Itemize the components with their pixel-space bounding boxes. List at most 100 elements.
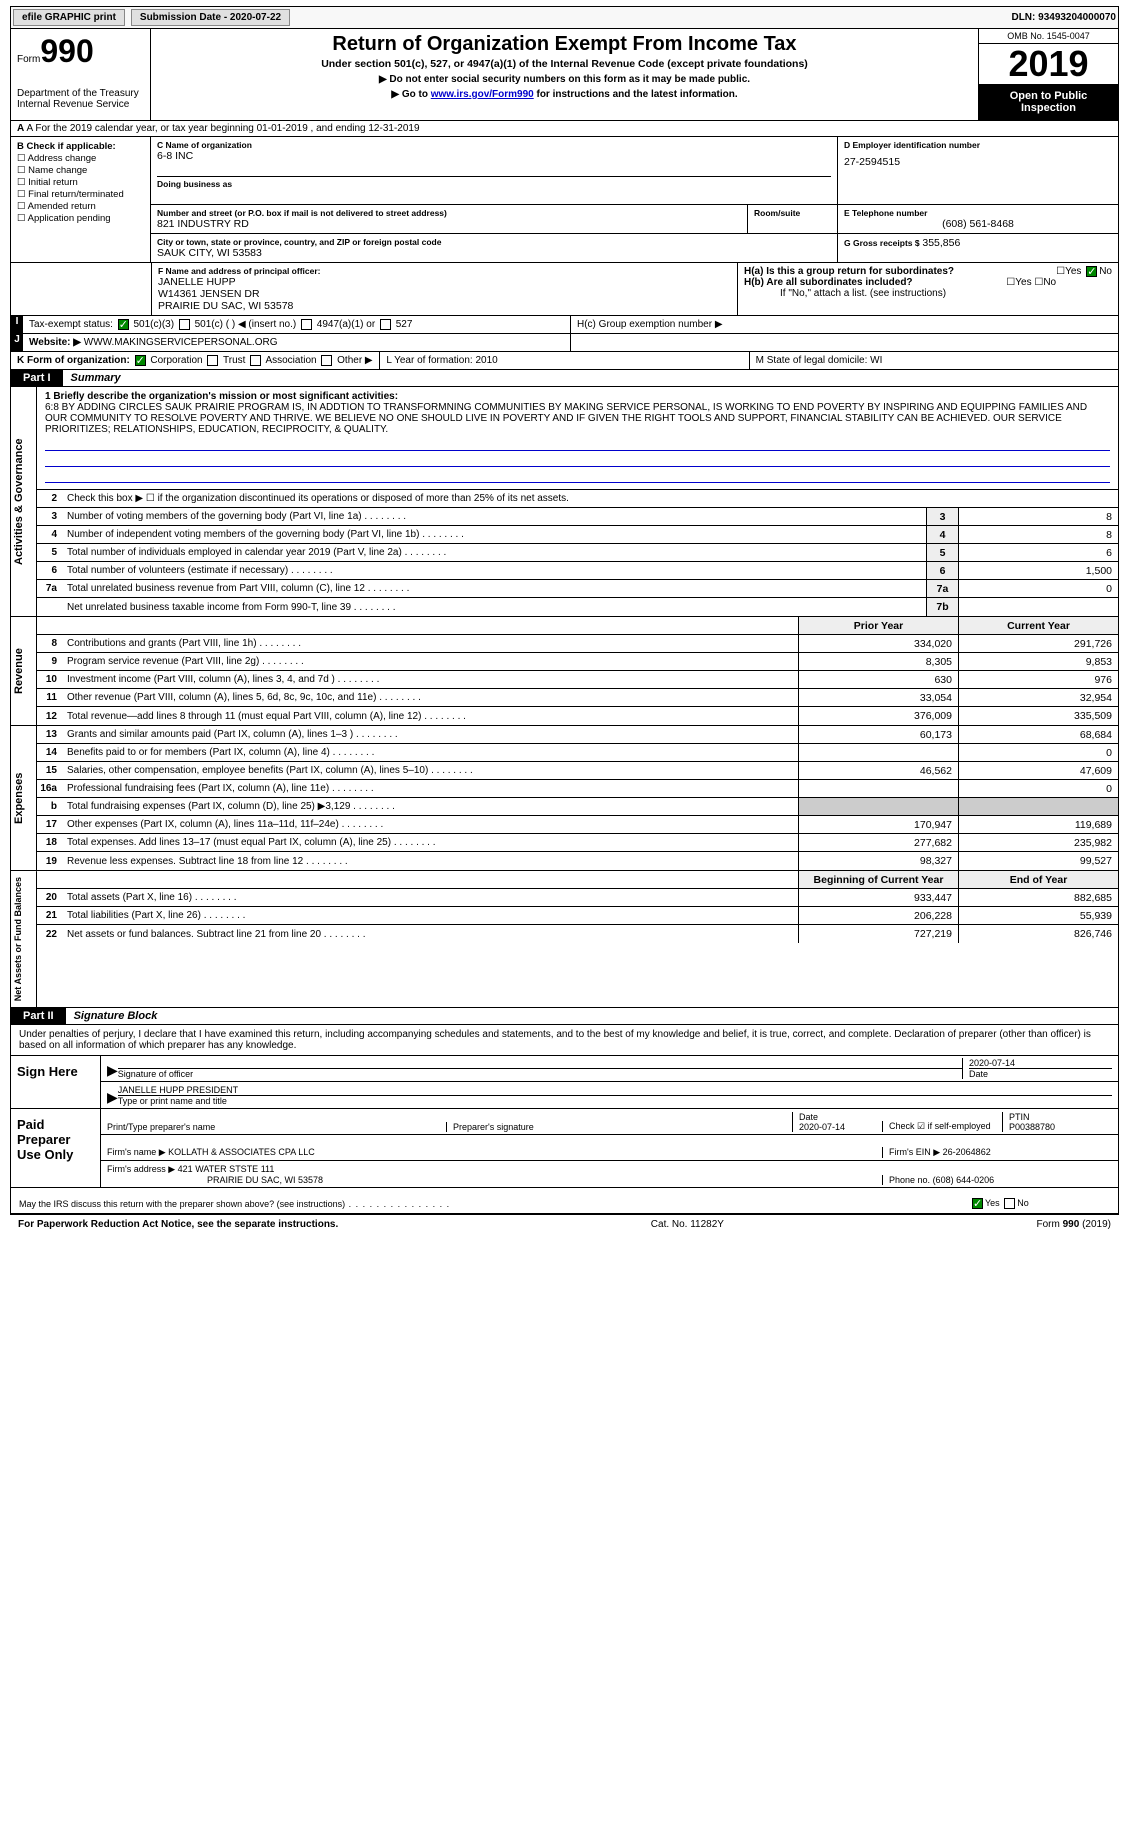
label-officer: F Name and address of principal officer: xyxy=(158,266,731,276)
dln: DLN: 93493204000070 xyxy=(1011,12,1116,23)
line-7a: 7aTotal unrelated business revenue from … xyxy=(37,580,1118,598)
cb-amended[interactable]: ☐ Amended return xyxy=(17,201,144,212)
footer-form: Form 990 (2019) xyxy=(1037,1219,1111,1230)
vtab-net-assets: Net Assets or Fund Balances xyxy=(11,871,37,1007)
open-public: Open to Public Inspection xyxy=(979,84,1118,120)
sign-here-label: Sign Here xyxy=(11,1056,101,1108)
revenue-section: Revenue Prior Year Current Year 8Contrib… xyxy=(10,617,1119,726)
line-22: 22Net assets or fund balances. Subtract … xyxy=(37,925,1118,943)
paid-preparer-label: Paid Preparer Use Only xyxy=(11,1109,101,1187)
prep-sig-label: Preparer's signature xyxy=(446,1122,792,1132)
line-2: 2Check this box ▶ ☐ if the organization … xyxy=(37,490,1118,508)
cb-4947[interactable] xyxy=(301,319,312,330)
omb-number: OMB No. 1545-0047 xyxy=(979,29,1118,44)
label-gross: G Gross receipts $ xyxy=(844,238,920,248)
cb-assoc[interactable] xyxy=(250,355,261,366)
discuss-no[interactable] xyxy=(1004,1198,1015,1209)
part-1-header: Part I Summary xyxy=(10,370,1119,387)
cb-name-change[interactable]: ☐ Name change xyxy=(17,165,144,176)
vtab-governance: Activities & Governance xyxy=(11,387,37,616)
form-subtitle: Under section 501(c), 527, or 4947(a)(1)… xyxy=(159,58,970,70)
line-9: 9Program service revenue (Part VIII, lin… xyxy=(37,653,1118,671)
box-b-header: B Check if applicable: xyxy=(17,141,144,152)
note-link: ▶ Go to www.irs.gov/Form990 for instruct… xyxy=(159,89,970,100)
cb-501c[interactable] xyxy=(179,319,190,330)
cb-address-change[interactable]: ☐ Address change xyxy=(17,153,144,164)
cb-final-return[interactable]: ☐ Final return/terminated xyxy=(17,189,144,200)
website-url: WWW.MAKINGSERVICEPERSONAL.ORG xyxy=(84,337,278,348)
submission-date: Submission Date - 2020-07-22 xyxy=(131,9,290,26)
row-i-tax-status: I Tax-exempt status: 501(c)(3) 501(c) ( … xyxy=(10,316,1119,334)
hdr-end: End of Year xyxy=(958,871,1118,888)
cb-trust[interactable] xyxy=(207,355,218,366)
firm-addr1: 421 WATER STSTE 111 xyxy=(178,1164,275,1174)
label-city: City or town, state or province, country… xyxy=(157,237,831,247)
firm-name: KOLLATH & ASSOCIATES CPA LLC xyxy=(168,1147,315,1157)
expenses-section: Expenses 13Grants and similar amounts pa… xyxy=(10,726,1119,871)
label-ein: D Employer identification number xyxy=(844,140,1112,150)
ha-no-check xyxy=(1086,266,1097,277)
row-k-l-m: K Form of organization: Corporation Trus… xyxy=(10,352,1119,370)
hdr-prior-year: Prior Year xyxy=(798,617,958,634)
line-12: 12Total revenue—add lines 8 through 11 (… xyxy=(37,707,1118,725)
mission-text: 6:8 BY ADDING CIRCLES SAUK PRAIRIE PROGR… xyxy=(45,402,1110,435)
vtab-revenue: Revenue xyxy=(11,617,37,725)
line-19: 19Revenue less expenses. Subtract line 1… xyxy=(37,852,1118,870)
line-7b: Net unrelated business taxable income fr… xyxy=(37,598,1118,616)
irs-link[interactable]: www.irs.gov/Form990 xyxy=(431,89,534,100)
cb-527[interactable] xyxy=(380,319,391,330)
city: SAUK CITY, WI 53583 xyxy=(157,247,831,259)
officer-addr1: W14361 JENSEN DR xyxy=(158,288,731,300)
cb-initial-return[interactable]: ☐ Initial return xyxy=(17,177,144,188)
ptin: P00388780 xyxy=(1009,1122,1055,1132)
cb-corp[interactable] xyxy=(135,355,146,366)
phone: (608) 561-8468 xyxy=(844,218,1112,230)
officer-addr2: PRAIRIE DU SAC, WI 53578 xyxy=(158,300,731,312)
gross-receipts: 355,856 xyxy=(922,237,960,249)
cb-501c3[interactable] xyxy=(118,319,129,330)
activities-governance: Activities & Governance 1 Briefly descri… xyxy=(10,387,1119,617)
page-footer: For Paperwork Reduction Act Notice, see … xyxy=(10,1214,1119,1234)
prep-name-label: Print/Type preparer's name xyxy=(107,1122,446,1132)
line-18: 18Total expenses. Add lines 13–17 (must … xyxy=(37,834,1118,852)
date-label: Date xyxy=(969,1068,1112,1079)
line-10: 10Investment income (Part VIII, column (… xyxy=(37,671,1118,689)
form-title: Return of Organization Exempt From Incom… xyxy=(159,33,970,56)
line-3: 3Number of voting members of the governi… xyxy=(37,508,1118,526)
officer-name-title: JANELLE HUPP PRESIDENT xyxy=(118,1085,1112,1095)
h-c: H(c) Group exemption number ▶ xyxy=(571,316,1118,333)
line-16a: 16aProfessional fundraising fees (Part I… xyxy=(37,780,1118,798)
label-org-name: C Name of organization xyxy=(157,140,831,150)
efile-button[interactable]: efile GRAPHIC print xyxy=(13,9,125,26)
line-6: 6Total number of volunteers (estimate if… xyxy=(37,562,1118,580)
line-15: 15Salaries, other compensation, employee… xyxy=(37,762,1118,780)
dept-treasury: Department of the Treasury Internal Reve… xyxy=(17,88,144,110)
officer-name: JANELLE HUPP xyxy=(158,276,731,288)
section-f-h: F Name and address of principal officer:… xyxy=(10,263,1119,316)
section-b-to-g: B Check if applicable: ☐ Address change … xyxy=(10,137,1119,263)
sig-officer-label: Signature of officer xyxy=(118,1068,962,1079)
discuss-question: May the IRS discuss this return with the… xyxy=(19,1199,970,1209)
footer-left: For Paperwork Reduction Act Notice, see … xyxy=(18,1219,338,1230)
discuss-yes[interactable] xyxy=(972,1198,983,1209)
note-ssn: ▶ Do not enter social security numbers o… xyxy=(159,74,970,85)
cb-other[interactable] xyxy=(321,355,332,366)
label-room: Room/suite xyxy=(754,208,831,218)
label-dba: Doing business as xyxy=(157,176,831,189)
cb-app-pending[interactable]: ☐ Application pending xyxy=(17,213,144,224)
form-header: Form990 Department of the Treasury Inter… xyxy=(10,29,1119,121)
label-phone: E Telephone number xyxy=(844,208,1112,218)
vtab-expenses: Expenses xyxy=(11,726,37,870)
line-14: 14Benefits paid to or for members (Part … xyxy=(37,744,1118,762)
line-21: 21Total liabilities (Part X, line 26)206… xyxy=(37,907,1118,925)
net-assets-section: Net Assets or Fund Balances Beginning of… xyxy=(10,871,1119,1008)
org-name: 6-8 INC xyxy=(157,150,831,162)
topbar: efile GRAPHIC print Submission Date - 20… xyxy=(10,6,1119,29)
mission-q: 1 Briefly describe the organization's mi… xyxy=(45,391,1110,402)
prep-date: 2020-07-14 xyxy=(799,1122,845,1132)
line-5: 5Total number of individuals employed in… xyxy=(37,544,1118,562)
line-20: 20Total assets (Part X, line 16)933,4478… xyxy=(37,889,1118,907)
firm-addr2: PRAIRIE DU SAC, WI 53578 xyxy=(107,1175,323,1185)
hdr-current-year: Current Year xyxy=(958,617,1118,634)
firm-phone: (608) 644-0206 xyxy=(933,1175,995,1185)
